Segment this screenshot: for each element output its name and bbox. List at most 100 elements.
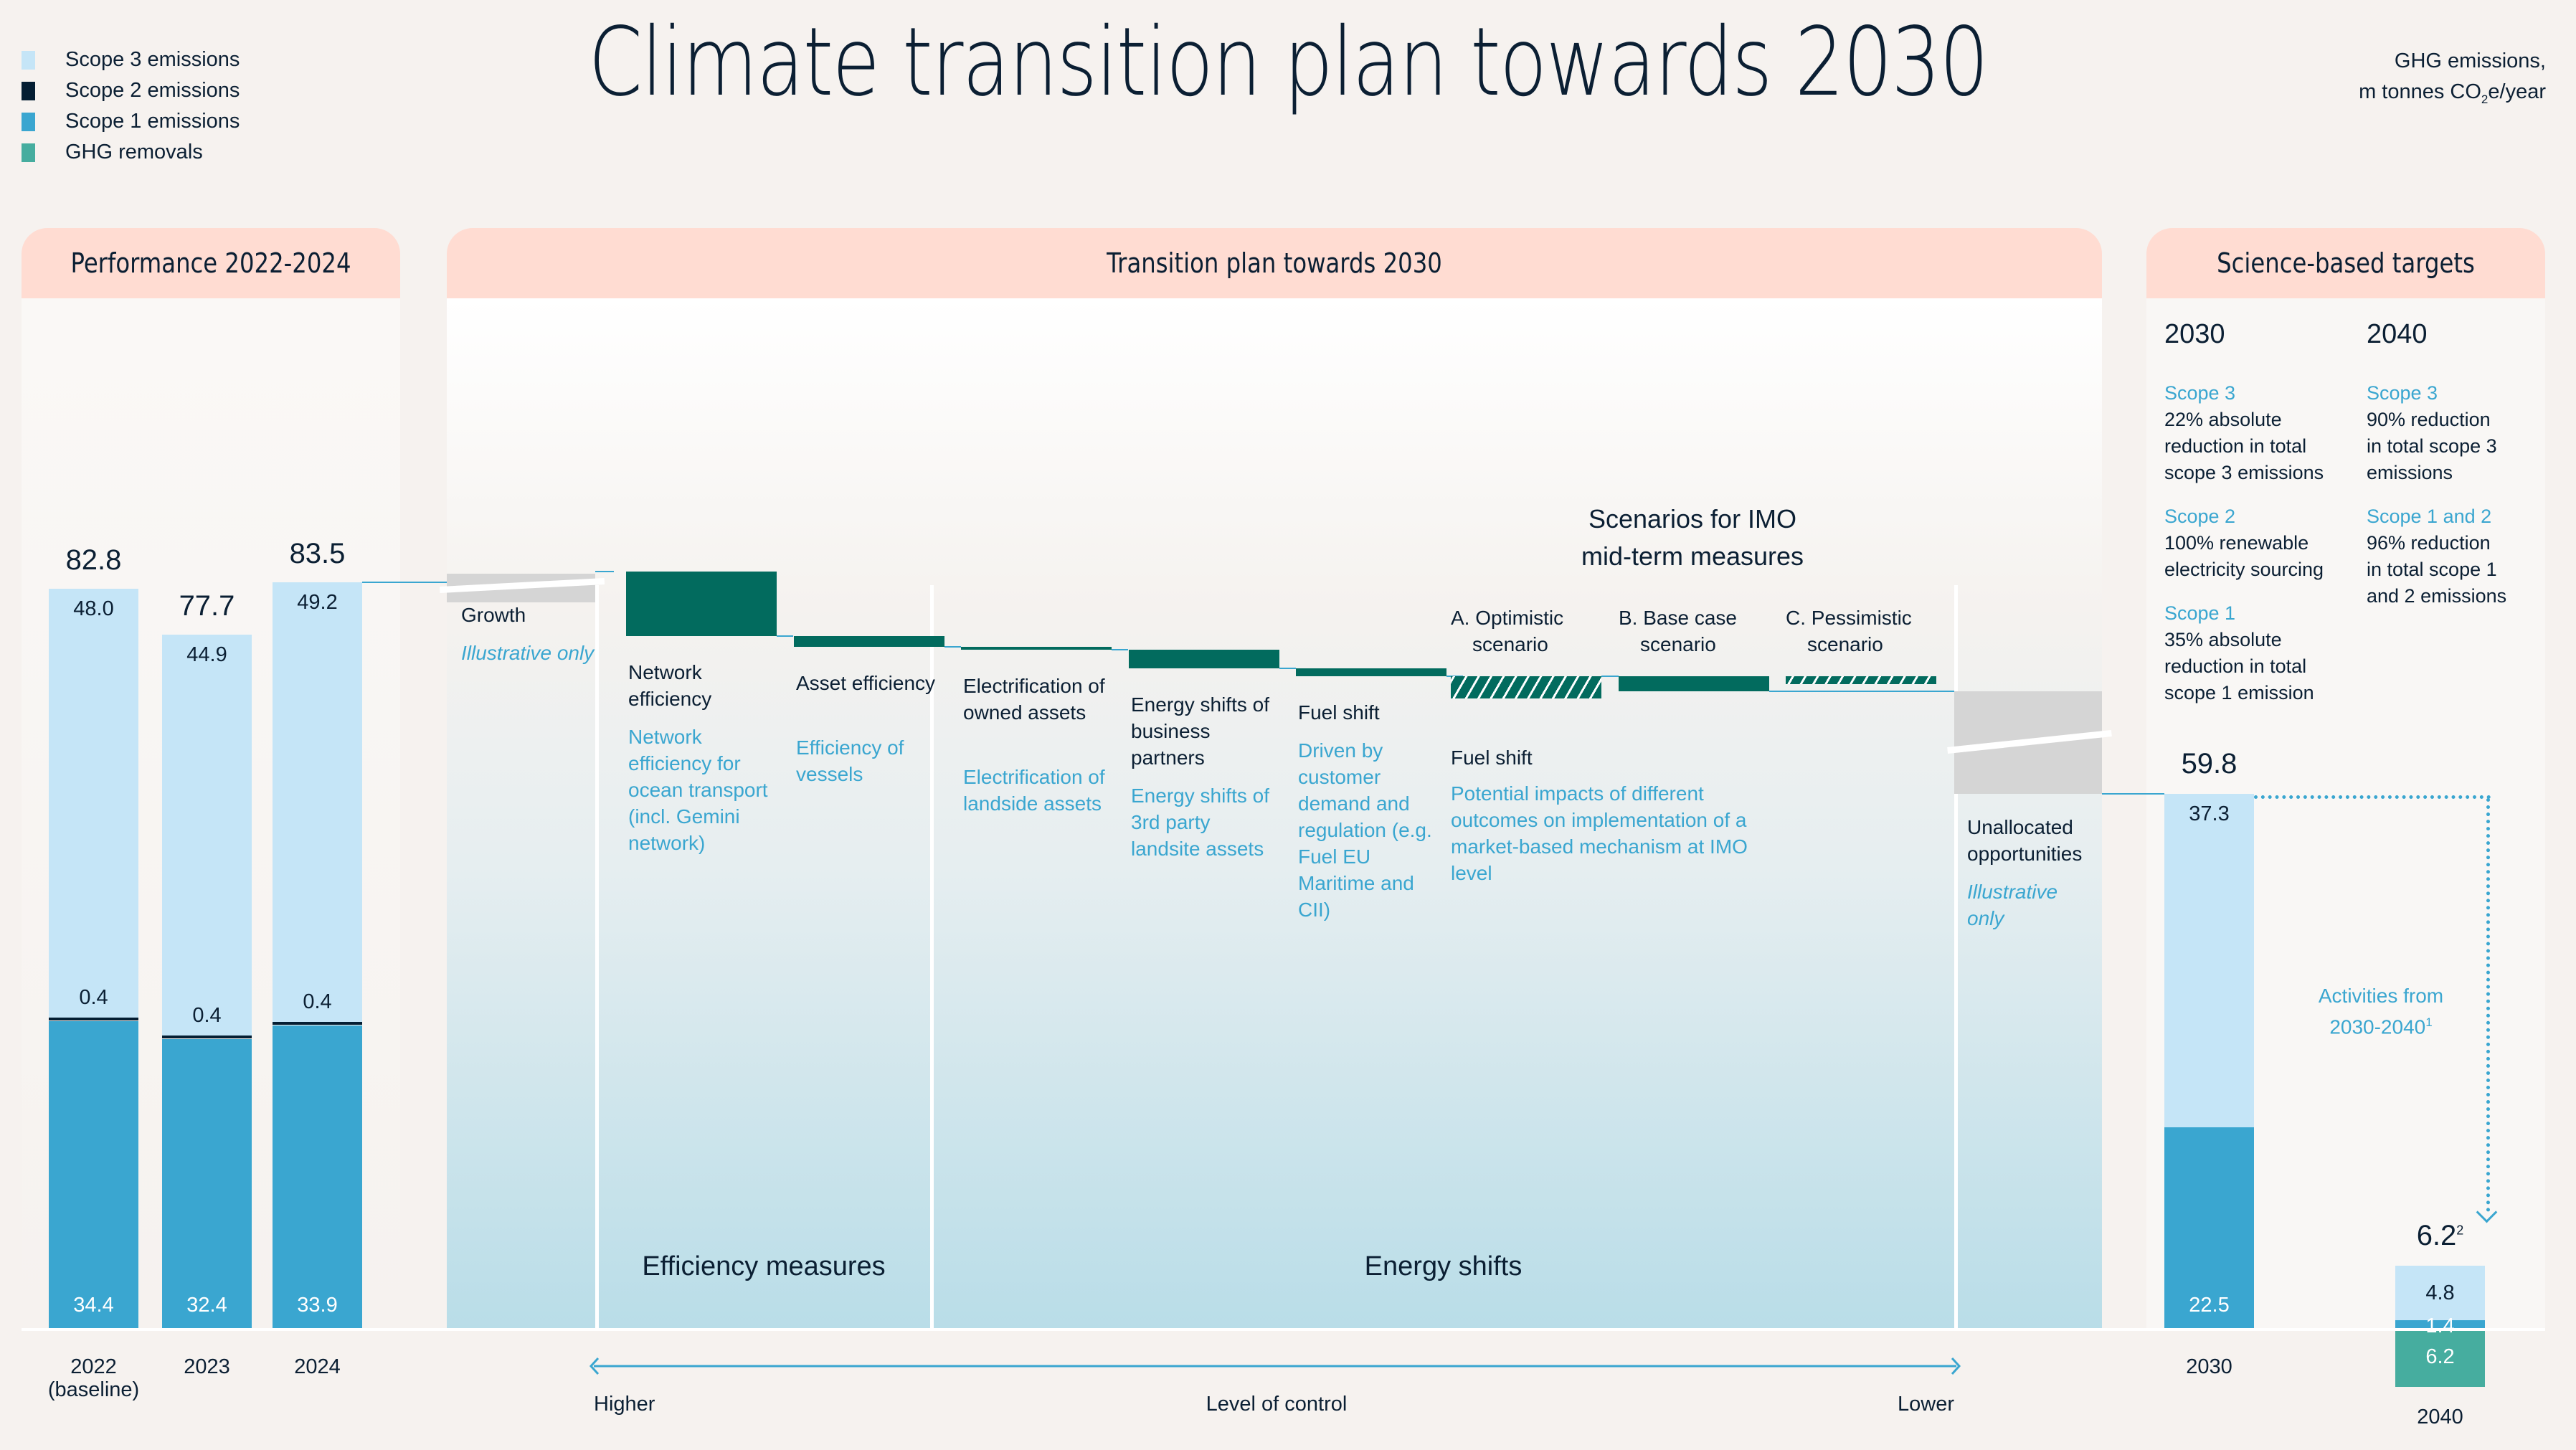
reduction-bar-network [626,572,777,637]
units-post: e/year [2488,80,2546,103]
scenarios-desc: Potential impacts of different outcomes … [1451,782,1748,885]
target-line: and 2 emissions [2367,585,2507,607]
dotted-path-horizontal [2254,795,2491,800]
connector-2030 [2102,793,2164,795]
target-text-2030-0: 22% absolute reduction in total scope 3 em… [2164,407,2358,486]
scenario-label-0: A. Optimistic [1451,607,1564,630]
value-scope1-2024: 33.9 [297,1294,338,1317]
bar-scope3-2040 [2395,1266,2485,1320]
column-divider [930,585,934,1328]
units-sub: 2 [2481,92,2489,106]
arrow-right-icon [1951,1357,1961,1375]
target-line: scope 1 emission [2164,682,2314,703]
column-divider [595,585,599,1328]
bar-scope3-2024 [273,582,362,1022]
dotted-path-vertical [2486,798,2490,1212]
bar-scope1-2023 [162,1038,252,1328]
bar-scope1-2022 [49,1020,138,1328]
bar-scope3-2023 [162,634,252,1036]
group-label-energy: Energy shifts [1364,1251,1523,1281]
step-title-electrification: Electrification of owned assets [963,674,1105,724]
panel-transition-body [447,298,2102,1328]
step-desc-growth: Illustrative only [461,642,595,665]
target-line: reduction in total [2164,435,2307,457]
xlabel-2040: 2040 [2417,1406,2463,1428]
bar-scope2-2022 [49,1015,138,1020]
value-scope3-2024: 49.2 [297,591,338,615]
connector-asset [944,646,961,648]
activities-range: 2030-2040 [2329,1015,2426,1038]
target-line: 22% absolute [2164,409,2282,430]
legend-swatch-scope2 [22,81,35,100]
bar-removals-2040 [2395,1331,2485,1387]
xlabel-2023: 2023 [184,1355,230,1378]
value-scope1-2023: 32.4 [186,1294,227,1317]
unallocated-desc: Illustrative only [1967,881,2058,930]
column-divider [1954,585,1958,1328]
panel-performance-header: Performance 2022-2024 [22,228,400,298]
control-higher: Higher [594,1393,655,1416]
connector-electrification [1112,648,1128,650]
legend-item-scope3: Scope 3 emissions [22,44,240,75]
scenarios-heading-line2: mid-term measures [1581,541,1804,571]
step-title-growth: Growth [461,604,526,627]
scenario-label2-0: scenario [1472,633,1548,656]
arrow-left-icon [589,1357,600,1375]
baseline [22,1328,2545,1331]
step-desc-fuel: Driven by customer demand and regulation… [1298,739,1432,921]
activities-line2: 2030-20401 [2273,1009,2489,1040]
scenarios-title: Fuel shift [1451,747,1533,769]
target-line: 96% reduction [2367,532,2491,554]
units-line2: m tonnes CO2e/year [2359,77,2546,115]
scenario-label-2: C. Pessimistic [1786,607,1912,630]
targets-2030-list: Scope 3 22% absolute reduction in total sco… [2164,380,2358,724]
units-label: GHG emissions, m tonnes CO2e/year [2359,46,2546,115]
activities-footnote: 1 [2425,1015,2433,1029]
step-title-energy3p: Energy shifts of business partners [1131,693,1269,769]
step-title-network: Network efficiency [628,661,712,711]
value-scope2-2024: 0.4 [303,990,332,1013]
scenarios-heading: Scenarios for IMO mid-term measures [1506,501,1879,575]
target-line: in total scope 3 [2367,435,2497,457]
target-line: 90% reduction [2367,409,2491,430]
legend: Scope 3 emissions Scope 2 emissions Scop… [22,44,240,168]
panel-targets-header: Science-based targets [2146,228,2545,298]
step-desc-asset: Efficiency of vessels [796,736,904,786]
bar-scope1-2024 [273,1025,362,1328]
step-title-asset: Asset efficiency [796,672,936,695]
bar-scope3-2022 [49,589,138,1018]
xlabel-2030: 2030 [2186,1355,2232,1378]
connector-energy3p [1279,667,1296,669]
value-scope1-2040: 1.4 [2425,1314,2455,1337]
target-scope-2030-1: Scope 2 [2164,506,2236,527]
legend-label: GHG removals [65,141,203,164]
scenario-label2-1: scenario [1640,633,1716,656]
connector-network [777,635,793,638]
legend-label: Scope 1 emissions [65,110,240,133]
scenarios-heading-line1: Scenarios for IMO [1588,504,1797,534]
panel-targets-title: Science-based targets [2217,247,2475,279]
value-scope3-2023: 44.9 [186,643,227,666]
step-desc-electrification: Electrification of landside assets [963,765,1105,815]
bar-scope2-2024 [273,1020,362,1025]
xlabel-2024: 2024 [294,1355,341,1378]
units-line1: GHG emissions, [2394,49,2546,72]
value-scope3-2022: 48.0 [73,597,114,621]
step-desc-network: Network efficiency for ocean transport (… [628,726,768,855]
value-scope1-2030: 22.5 [2189,1294,2230,1317]
legend-label: Scope 2 emissions [65,79,240,102]
connector-2024 [362,582,447,584]
legend-item-removals: GHG removals [22,137,240,168]
connector-scenario-b [1769,691,1954,693]
target-line: emissions [2367,462,2453,483]
target-line: in total scope 1 [2367,559,2497,580]
target-text-2040-0: 90% reduction in total scope 3 emissions [2367,407,2546,486]
target-scope-2030-0: Scope 3 [2164,382,2236,404]
target-text-2030-1: 100% renewable electricity sourcing [2164,530,2358,583]
value-scope2-2022: 0.4 [79,985,108,1009]
scenario-label-1: B. Base case [1619,607,1737,630]
targets-2040-list: Scope 3 90% reduction in total scope 3 emis… [2367,380,2546,627]
step-desc-energy3p: Energy shifts of 3rd party landsite asse… [1131,784,1269,860]
total-2040: 6.22 [2416,1220,2464,1252]
